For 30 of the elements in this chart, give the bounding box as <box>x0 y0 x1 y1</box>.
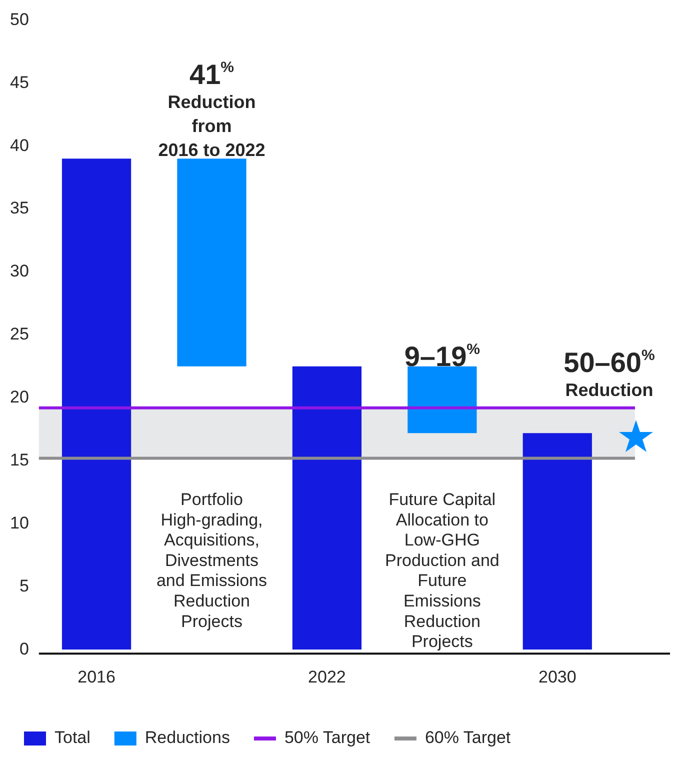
y-tick-label: 30 <box>10 262 29 281</box>
legend-label: 60% Target <box>424 728 511 748</box>
annotation: 9–19% <box>404 341 480 372</box>
annotation: 50–60% <box>564 347 655 378</box>
bar <box>177 158 246 366</box>
y-tick-label: 0 <box>19 639 29 658</box>
y-tick-label: 50 <box>10 10 29 29</box>
legend-label: Total <box>54 728 90 748</box>
annotation: Portfolio High-grading, Acquisitions, Divestments and Emissions Reduction Projects <box>156 490 268 631</box>
bar <box>62 158 132 650</box>
legend-label: Reductions <box>144 728 230 748</box>
bar <box>408 366 477 434</box>
y-tick-label: 20 <box>10 388 29 407</box>
annotation: Future Capital Allocation to Low-GHG Production and Future Emissions Reduction Projects <box>384 490 500 652</box>
bar <box>522 433 592 650</box>
y-tick-label: 15 <box>10 450 29 470</box>
y-tick-label: 45 <box>10 72 29 92</box>
y-tick-label: 5 <box>19 576 29 596</box>
x-tick-label: 2022 <box>308 667 346 686</box>
x-tick-label: 2016 <box>78 667 116 686</box>
bar <box>292 366 362 650</box>
legend-label: 50% Target <box>284 728 370 748</box>
y-tick-label: 10 <box>10 513 29 532</box>
annotation: 41% <box>189 59 234 90</box>
annotation: Reduction <box>565 380 654 400</box>
y-tick-label: 40 <box>10 136 29 155</box>
y-tick-label: 35 <box>10 198 29 218</box>
x-tick-label: 2030 <box>538 667 576 686</box>
annotation: Reduction from 2016 to 2022 <box>158 92 266 160</box>
y-tick-label: 25 <box>10 324 29 344</box>
